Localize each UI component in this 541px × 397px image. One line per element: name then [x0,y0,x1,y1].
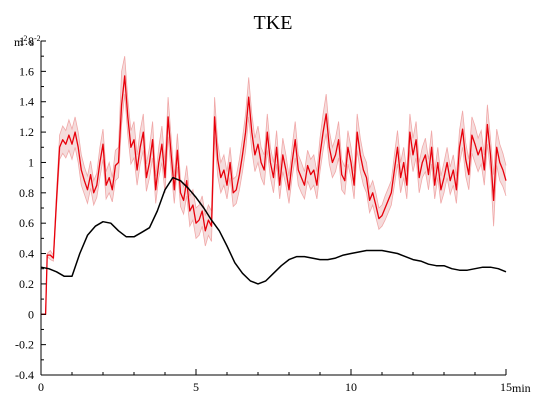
y-tick-label: 1 [28,155,34,169]
y-tick-layer: -0.4 -0.2 0 0.2 0.4 0.6 0.8 1 1.2 1.4 1.6 1.8 [15,34,46,382]
y-axis-unit-label: m2 s-2 [14,34,41,49]
x-axis-unit-label: min [512,381,531,395]
series-line-layer [40,75,507,315]
x-tick-layer: 0 5 10 15 [38,369,512,394]
x-tick-label: 0 [38,380,44,394]
y-tick-label: 0.2 [19,277,34,291]
uncertainty-band-layer [41,56,507,315]
y-tick-label: 0.8 [19,186,34,200]
chart-title: TKE [254,12,293,34]
y-tick-label: -0.4 [15,368,34,382]
x-tick-label: 5 [193,380,199,394]
y-tick-label: -0.2 [15,338,34,352]
series-1-band-lower [41,94,507,315]
series-1-band-upper [41,56,507,315]
y-tick-label: 1.8 [19,34,34,48]
series-1-band [41,56,506,315]
y-tick-label: 0 [28,307,34,321]
series-1-line [41,75,507,315]
y-tick-label: 1.2 [19,125,34,139]
series-2-line [40,176,507,285]
y-tick-label: 0.4 [19,247,34,261]
axes-layer [40,41,506,376]
y-tick-label: 1.4 [19,95,34,109]
x-tick-label: 10 [345,380,357,394]
y-tick-label: 1.6 [19,64,34,78]
y-tick-label: 0.6 [19,216,34,230]
x-tick-label: 15 [500,380,512,394]
